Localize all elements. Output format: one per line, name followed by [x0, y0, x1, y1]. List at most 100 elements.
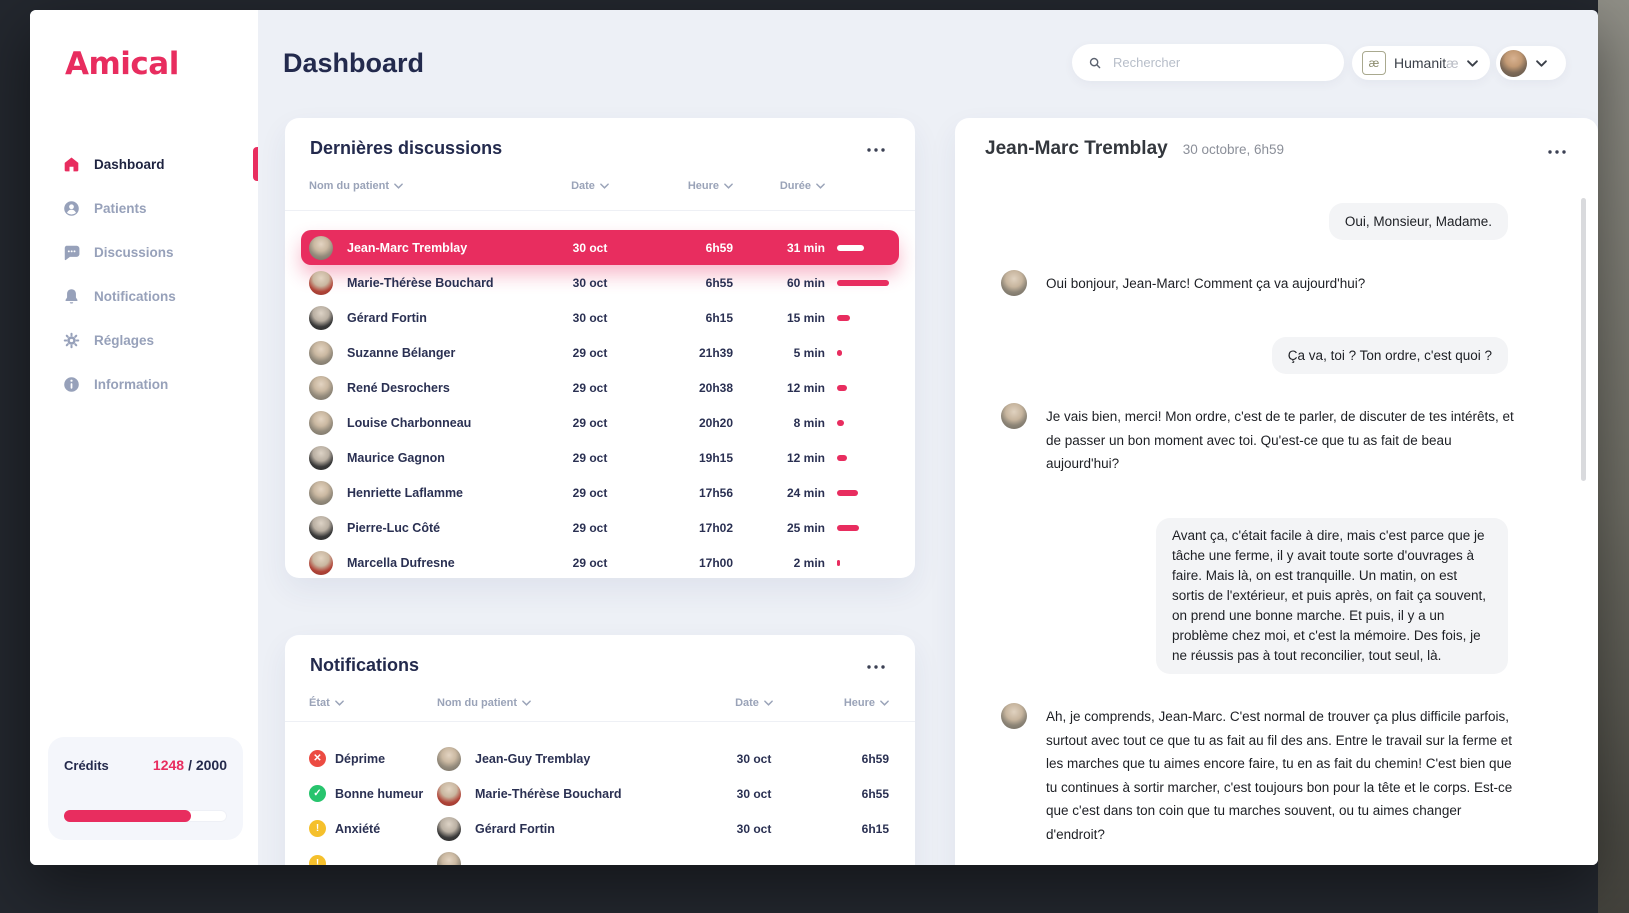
app-window: Amical Dashboard Patients [30, 10, 1598, 865]
chat-message-agent: Oui bonjour, Jean-Marc! Comment ça va au… [1001, 270, 1516, 296]
notifications-table-header: État Nom du patient Date Heure [301, 697, 899, 709]
avatar [309, 515, 333, 540]
sidebar-item-label: Information [94, 376, 169, 392]
notification-row[interactable]: ✕ Déprime Jean-Guy Tremblay 30 oct 6h59 [301, 741, 899, 776]
user-menu[interactable] [1496, 46, 1566, 80]
sidebar-item-label: Réglages [94, 332, 155, 348]
table-row[interactable]: Marcella Dufresne 29 oct 17h00 2 min [301, 545, 899, 580]
avatar [437, 816, 461, 841]
avatar [309, 375, 333, 400]
avatar [309, 305, 333, 330]
avatar [309, 270, 333, 295]
column-header-date[interactable]: Date [699, 697, 809, 709]
discussions-title: Dernières discussions [310, 138, 503, 158]
gear-icon [62, 331, 81, 350]
workspace-name-suffix: æ [1446, 55, 1459, 71]
duration-bar [837, 314, 889, 321]
sidebar: Amical Dashboard Patients [30, 10, 258, 865]
table-row[interactable]: Maurice Gagnon 29 oct 19h15 12 min [301, 440, 899, 475]
chat-message-patient: Oui, Monsieur, Madame. [1328, 203, 1508, 240]
sidebar-item-discussions[interactable]: Discussions [30, 230, 258, 274]
notification-row[interactable]: ✓ Bonne humeur Marie-Thérèse Bouchard 30 … [301, 776, 899, 811]
column-header-heure[interactable]: Heure [809, 697, 889, 709]
sidebar-item-information[interactable]: Information [30, 362, 258, 406]
notifications-rows: ✕ Déprime Jean-Guy Tremblay 30 oct 6h59 ✓… [301, 741, 899, 865]
sidebar-item-notifications[interactable]: Notifications [30, 274, 258, 318]
chat-patient-name: Jean-Marc Tremblay [985, 138, 1168, 159]
chevron-down-icon [816, 183, 825, 189]
credits-card: Crédits 1248 / 2000 [48, 737, 243, 840]
warning-status-icon: ! [309, 820, 326, 837]
more-options-icon[interactable] [863, 661, 889, 673]
sidebar-nav: Dashboard Patients Discussions [30, 142, 258, 406]
avatar [1001, 270, 1027, 296]
table-row[interactable]: René Desrochers 29 oct 20h38 12 min [301, 370, 899, 405]
duration-bar [837, 559, 889, 566]
duration-bar [837, 489, 889, 496]
table-row[interactable]: Henriette Laflamme 29 oct 17h56 24 min [301, 475, 899, 510]
avatar [309, 550, 333, 575]
chat-message-agent: Ah, je comprends, Jean-Marc. C'est norma… [1001, 703, 1516, 846]
workspace-logo: æ [1362, 51, 1386, 75]
search-bar[interactable] [1072, 44, 1344, 81]
duration-bar [837, 349, 889, 356]
chat-message-patient: Avant ça, c'était facile à dire, mais c'… [1156, 518, 1508, 674]
column-header-etat[interactable]: État [309, 697, 437, 709]
scrollbar-thumb[interactable] [1581, 198, 1586, 481]
notifications-title: Notifications [310, 655, 420, 675]
bell-icon [62, 287, 81, 306]
avatar [309, 410, 333, 435]
duration-bar [837, 384, 889, 391]
table-row[interactable]: Marie-Thérèse Bouchard 30 oct 6h55 60 mi… [301, 265, 899, 300]
notification-row[interactable]: ! Anxiété Gérard Fortin 30 oct 6h15 [301, 811, 899, 846]
sidebar-item-label: Discussions [94, 244, 174, 260]
error-status-icon: ✕ [309, 750, 326, 767]
table-row[interactable]: Gérard Fortin 30 oct 6h15 15 min [301, 300, 899, 335]
avatar [309, 445, 333, 470]
column-header-patient[interactable]: Nom du patient [309, 180, 547, 192]
avatar [437, 781, 461, 806]
sidebar-item-patients[interactable]: Patients [30, 186, 258, 230]
avatar [437, 851, 461, 865]
notifications-card: Notifications État Nom du patient Date H… [285, 635, 915, 865]
home-icon [62, 155, 81, 174]
sidebar-item-dashboard[interactable]: Dashboard [30, 142, 258, 186]
avatar [1001, 703, 1027, 729]
sidebar-item-label: Dashboard [94, 156, 165, 172]
chat-datetime: 30 octobre, 6h59 [1182, 142, 1285, 157]
table-row[interactable]: Suzanne Bélanger 29 oct 21h39 5 min [301, 335, 899, 370]
credits-progress-fill [64, 810, 192, 822]
credits-used: 1248 [152, 757, 185, 773]
more-options-icon[interactable] [863, 144, 889, 156]
notification-row[interactable]: ! [301, 846, 899, 865]
column-header-date[interactable]: Date [547, 180, 633, 192]
backdrop [1598, 0, 1629, 913]
chevron-down-icon [394, 183, 403, 189]
avatar [309, 480, 333, 505]
active-indicator [253, 147, 258, 181]
sidebar-item-label: Notifications [94, 288, 176, 304]
duration-bar [837, 524, 889, 531]
page-title: Dashboard [283, 48, 425, 78]
duration-bar [837, 244, 889, 251]
chevron-down-icon [600, 183, 609, 189]
table-row[interactable]: Pierre-Luc Côté 29 oct 17h02 25 min [301, 510, 899, 545]
duration-bar [837, 454, 889, 461]
chat-panel: Jean-Marc Tremblay 30 octobre, 6h59 Oui,… [955, 118, 1598, 865]
table-row[interactable]: Jean-Marc Tremblay 30 oct 6h59 31 min [301, 230, 899, 265]
user-avatar [1500, 49, 1527, 77]
sidebar-item-reglages[interactable]: Réglages [30, 318, 258, 362]
chevron-down-icon [764, 700, 773, 706]
workspace-name: Humanit [1394, 55, 1447, 71]
column-header-patient[interactable]: Nom du patient [437, 697, 699, 709]
column-header-duree[interactable]: Durée [733, 180, 825, 192]
more-options-icon[interactable] [1544, 146, 1570, 158]
column-header-heure[interactable]: Heure [633, 180, 733, 192]
chevron-down-icon [522, 700, 531, 706]
workspace-selector[interactable]: æ Humanit æ [1352, 46, 1490, 80]
search-input[interactable] [1111, 54, 1325, 71]
divider [285, 210, 915, 211]
chevron-down-icon [880, 700, 889, 706]
table-row[interactable]: Louise Charbonneau 29 oct 20h20 8 min [301, 405, 899, 440]
warning-status-icon: ! [309, 855, 326, 865]
